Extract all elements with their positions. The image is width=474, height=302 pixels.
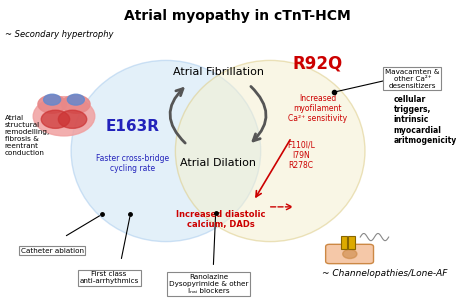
Circle shape [58, 110, 87, 128]
Text: F110I/L
I79N
R278C: F110I/L I79N R278C [287, 140, 315, 170]
Text: ~ Channelopathies/Lone-AF: ~ Channelopathies/Lone-AF [322, 269, 448, 278]
Text: R92Q: R92Q [292, 54, 343, 72]
Circle shape [62, 95, 90, 113]
Text: Atrial Dilation: Atrial Dilation [180, 158, 256, 168]
Text: Mavacamten &
other Ca²⁺
desensitizers: Mavacamten & other Ca²⁺ desensitizers [385, 69, 439, 88]
Text: Increased diastolic
calcium, DADs: Increased diastolic calcium, DADs [176, 210, 265, 229]
Circle shape [38, 95, 66, 113]
FancyBboxPatch shape [348, 236, 355, 249]
Text: E163R: E163R [106, 119, 160, 134]
Text: Increased
cellular
triggers,
intrinsic
myocardial
aritmogenicity: Increased cellular triggers, intrinsic m… [393, 84, 456, 145]
Text: Ranolazine
Dysopyrimide & other
Iₙₐᵢ blockers: Ranolazine Dysopyrimide & other Iₙₐᵢ blo… [169, 274, 248, 294]
Text: Atrial Fibrillation: Atrial Fibrillation [173, 67, 264, 78]
Text: Increased
myofilament
Ca²⁺ sensitivity: Increased myofilament Ca²⁺ sensitivity [288, 94, 347, 124]
Text: Atrial myopathy in cTnT-HCM: Atrial myopathy in cTnT-HCM [124, 9, 350, 23]
Circle shape [67, 94, 84, 105]
Ellipse shape [71, 60, 261, 242]
FancyArrowPatch shape [251, 86, 266, 141]
Text: ~ Secondary hypertrophy: ~ Secondary hypertrophy [5, 30, 113, 39]
Circle shape [41, 110, 70, 128]
Circle shape [343, 249, 357, 259]
Ellipse shape [175, 60, 365, 242]
Text: Atrial
structural
remodelling,
fibrosis &
reentrant
conduction: Atrial structural remodelling, fibrosis … [5, 115, 50, 156]
Circle shape [33, 97, 95, 136]
FancyBboxPatch shape [341, 236, 347, 249]
FancyArrowPatch shape [170, 88, 185, 143]
Text: First class
anti-arrhythmics: First class anti-arrhythmics [79, 271, 139, 284]
Text: Catheter ablation: Catheter ablation [21, 248, 83, 254]
FancyBboxPatch shape [326, 244, 374, 264]
Circle shape [44, 94, 61, 105]
Text: Faster cross-bridge
cycling rate: Faster cross-bridge cycling rate [96, 154, 169, 173]
